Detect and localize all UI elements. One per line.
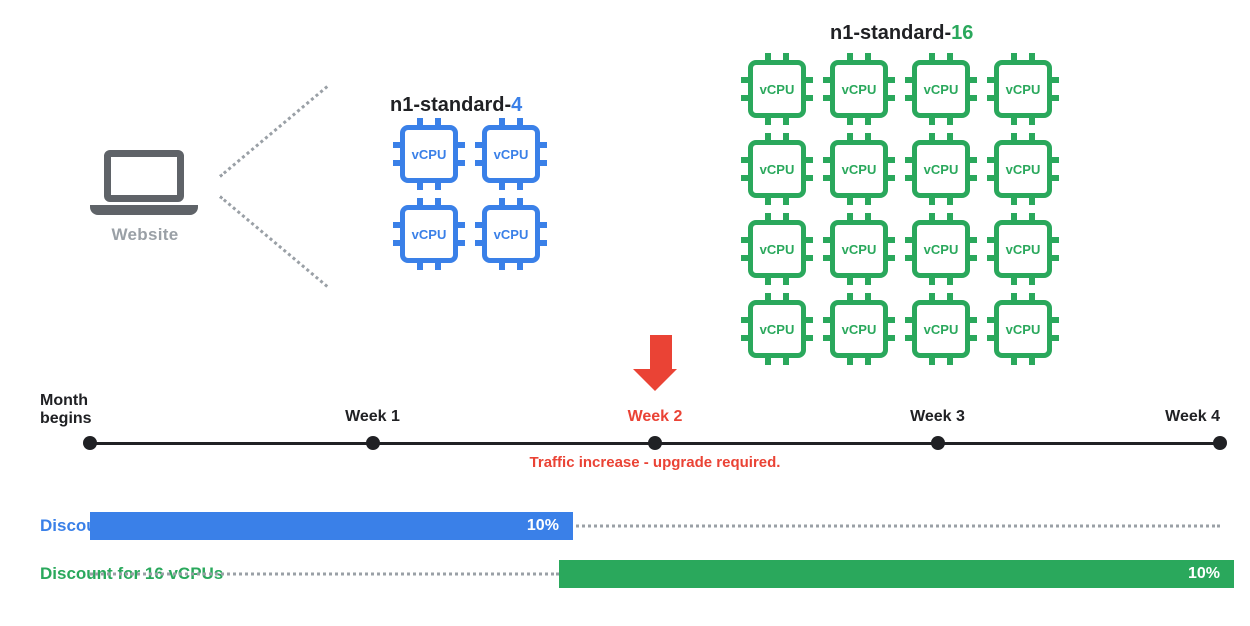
discount-track: 10%: [230, 512, 1220, 540]
discount-row: Discount for 16 vCPUs10%: [40, 560, 1220, 588]
vcpu-chip-label: vCPU: [760, 82, 795, 97]
timeline-tick: [931, 436, 945, 450]
timeline-label: Week 3: [910, 408, 965, 426]
timeline-label: Week 1: [345, 408, 400, 426]
vcpu-chip-large-1-2: vCPU: [912, 140, 970, 198]
discount-value: 10%: [527, 517, 559, 535]
vcpu-chip-label: vCPU: [760, 322, 795, 337]
vcpu-chip-label: vCPU: [1006, 82, 1041, 97]
timeline-tick: [83, 436, 97, 450]
machine-title-prefix: n1-standard-: [390, 94, 511, 116]
vcpu-chip-label: vCPU: [760, 242, 795, 257]
vcpu-chip-label: vCPU: [924, 162, 959, 177]
vcpu-chip-large-1-0: vCPU: [748, 140, 806, 198]
vcpu-chip-large-3-2: vCPU: [912, 300, 970, 358]
machine-title-prefix: n1-standard-: [830, 22, 951, 44]
discount-dotted: [90, 573, 559, 576]
vcpu-chip-label: vCPU: [1006, 322, 1041, 337]
machine-title-small: n1-standard-4: [390, 94, 522, 117]
timeline-tick: [648, 436, 662, 450]
machine-title-large: n1-standard-16: [830, 22, 973, 45]
divergence-line-bottom: [219, 195, 328, 287]
vcpu-chip-large-2-1: vCPU: [830, 220, 888, 278]
vcpu-chip-small-0-1: vCPU: [482, 125, 540, 183]
vcpu-chip-large-2-3: vCPU: [994, 220, 1052, 278]
vcpu-chip-large-1-3: vCPU: [994, 140, 1052, 198]
machine-title-suffix: 16: [951, 22, 973, 44]
vcpu-chip-label: vCPU: [412, 147, 447, 162]
vcpu-chip-small-1-1: vCPU: [482, 205, 540, 263]
vcpu-chip-large-3-1: vCPU: [830, 300, 888, 358]
timeline-label-start: Monthbegins: [40, 392, 92, 429]
timeline-tick: [366, 436, 380, 450]
vcpu-chip-label: vCPU: [842, 82, 877, 97]
vcpu-chip-label: vCPU: [1006, 242, 1041, 257]
discount-track: 10%: [230, 560, 1220, 588]
laptop-icon: [90, 150, 198, 215]
vcpu-chip-large-0-3: vCPU: [994, 60, 1052, 118]
vcpu-chip-label: vCPU: [494, 147, 529, 162]
vcpu-chip-small-0-0: vCPU: [400, 125, 458, 183]
discount-value: 10%: [1188, 565, 1220, 583]
discount-bar: 10%: [90, 512, 573, 540]
vcpu-chip-large-0-0: vCPU: [748, 60, 806, 118]
vcpu-chip-label: vCPU: [842, 162, 877, 177]
vcpu-chip-label: vCPU: [842, 322, 877, 337]
vcpu-chip-large-2-0: vCPU: [748, 220, 806, 278]
vcpu-chip-label: vCPU: [760, 162, 795, 177]
timeline: MonthbeginsWeek 1Week 2Week 3Week 4Traff…: [90, 430, 1220, 470]
vcpu-chip-large-1-1: vCPU: [830, 140, 888, 198]
vcpu-chip-large-3-0: vCPU: [748, 300, 806, 358]
laptop-label: Website: [100, 225, 190, 245]
vcpu-chip-large-2-2: vCPU: [912, 220, 970, 278]
timeline-note: Traffic increase - upgrade required.: [530, 454, 781, 471]
vcpu-chip-label: vCPU: [412, 227, 447, 242]
vcpu-chip-label: vCPU: [842, 242, 877, 257]
timeline-label: Week 4: [1165, 408, 1220, 426]
divergence-line-top: [219, 85, 328, 177]
vcpu-chip-label: vCPU: [924, 82, 959, 97]
vcpu-chip-large-3-3: vCPU: [994, 300, 1052, 358]
vcpu-chip-label: vCPU: [494, 227, 529, 242]
timeline-tick: [1213, 436, 1227, 450]
vcpu-chip-label: vCPU: [924, 242, 959, 257]
discount-dotted: [559, 525, 1220, 528]
vcpu-chip-large-0-1: vCPU: [830, 60, 888, 118]
vcpu-chip-label: vCPU: [1006, 162, 1041, 177]
vcpu-chip-large-0-2: vCPU: [912, 60, 970, 118]
vcpu-chip-label: vCPU: [924, 322, 959, 337]
upgrade-arrow-icon: [644, 335, 677, 391]
vcpu-chip-small-1-0: vCPU: [400, 205, 458, 263]
discount-row: Discount for 4 vCPUs10%: [40, 512, 1220, 540]
machine-title-suffix: 4: [511, 94, 522, 116]
timeline-label: Week 2: [628, 408, 683, 426]
discount-bar: 10%: [559, 560, 1234, 588]
